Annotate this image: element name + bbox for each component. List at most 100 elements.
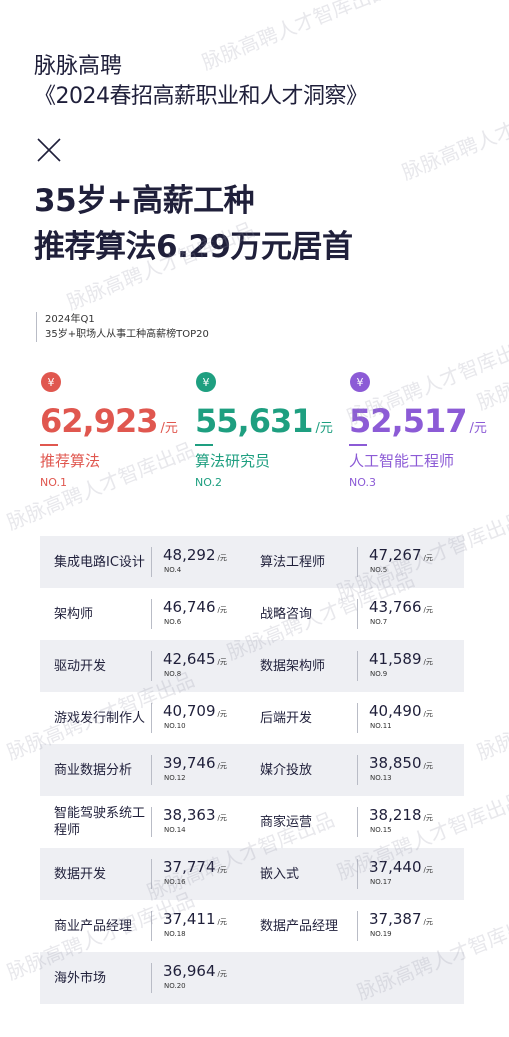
rank-label: NO.16 — [164, 878, 186, 886]
salary-value: 39,746/元 — [163, 753, 227, 772]
watermark-text: 脉脉高聘人才智库出品 — [398, 87, 509, 185]
salary-number: 38,218 — [369, 806, 422, 824]
table-row: 海外市场 36,964/元 NO.20 — [40, 952, 464, 1004]
salary-number: 39,746 — [163, 754, 216, 772]
top3-item-3: ¥ 52,517/元 人工智能工程师 NO.3 — [349, 370, 499, 489]
top3-title: 算法研究员 — [195, 452, 271, 470]
job-name: 数据开发 — [54, 866, 107, 882]
job-name: 媒介投放 — [260, 762, 313, 778]
top3-title: 推荐算法 — [40, 452, 101, 470]
salary-number: 43,766 — [369, 598, 422, 616]
salary-number: 42,645 — [163, 650, 216, 668]
ranking-cell: 媒介投放 38,850/元 NO.13 — [252, 744, 464, 796]
salary-value: 47,267/元 — [369, 545, 433, 564]
divider — [151, 755, 152, 785]
money-bag-icon: ¥ — [41, 372, 61, 392]
header: 脉脉高聘 《2024春招高薪职业和人才洞察》 — [34, 52, 368, 112]
salary-unit: /元 — [217, 866, 227, 874]
rank-label: NO.4 — [164, 566, 182, 574]
table-row: 架构师 46,746/元 NO.6 战略咨询 43,766/元 NO.7 — [40, 588, 464, 640]
top3-value: 62,923 — [40, 402, 158, 440]
top3-accent-bar — [349, 444, 367, 446]
top3-title: 人工智能工程师 — [349, 452, 455, 470]
ranking-cell: 商家运营 38,218/元 NO.15 — [252, 796, 464, 848]
ranking-cell: 嵌入式 37,440/元 NO.17 — [252, 848, 464, 900]
money-bag-icon: ¥ — [196, 372, 216, 392]
salary-value: 46,746/元 — [163, 597, 227, 616]
job-name: 游戏发行制作人 — [54, 710, 146, 726]
job-name: 智能驾驶系统工程师 — [54, 806, 146, 838]
top3-rank: NO.3 — [349, 476, 376, 489]
top3-unit: /元 — [160, 421, 178, 436]
rank-label: NO.19 — [370, 930, 392, 938]
svg-text:¥: ¥ — [48, 376, 55, 389]
salary-unit: /元 — [423, 918, 433, 926]
divider — [151, 859, 152, 889]
salary-unit: /元 — [217, 814, 227, 822]
divider — [151, 651, 152, 681]
headline-line-1: 35岁+高薪工种 — [34, 183, 255, 219]
table-row: 游戏发行制作人 40,709/元 NO.10 后端开发 40,490/元 NO.11 — [40, 692, 464, 744]
ranking-cell: 商业数据分析 39,746/元 NO.12 — [40, 744, 252, 796]
top3-rank: NO.2 — [195, 476, 222, 489]
salary-unit: /元 — [217, 606, 227, 614]
salary-number: 36,964 — [163, 962, 216, 980]
job-name: 嵌入式 — [260, 866, 300, 882]
ranking-table: 集成电路IC设计 48,292/元 NO.4 算法工程师 47,267/元 NO.5 架构师… — [40, 536, 464, 1004]
salary-number: 46,746 — [163, 598, 216, 616]
salary-number: 41,589 — [369, 650, 422, 668]
salary-unit: /元 — [217, 554, 227, 562]
salary-unit: /元 — [217, 918, 227, 926]
divider — [151, 547, 152, 577]
subtitle-period: 2024年Q1 — [45, 314, 95, 325]
job-name: 后端开发 — [260, 710, 313, 726]
ranking-cell: 数据产品经理 37,387/元 NO.19 — [252, 900, 464, 952]
salary-unit: /元 — [423, 710, 433, 718]
salary-value: 48,292/元 — [163, 545, 227, 564]
rank-label: NO.9 — [370, 670, 388, 678]
salary-number: 48,292 — [163, 546, 216, 564]
salary-value: 40,709/元 — [163, 701, 227, 720]
salary-number: 38,850 — [369, 754, 422, 772]
divider — [357, 911, 358, 941]
salary-value: 36,964/元 — [163, 961, 227, 980]
table-row: 集成电路IC设计 48,292/元 NO.4 算法工程师 47,267/元 NO.5 — [40, 536, 464, 588]
rank-label: NO.13 — [370, 774, 392, 782]
job-name: 商业数据分析 — [54, 762, 133, 778]
job-name: 数据架构师 — [260, 658, 326, 674]
salary-value: 40,490/元 — [369, 701, 433, 720]
job-name: 驱动开发 — [54, 658, 107, 674]
salary-unit: /元 — [217, 710, 227, 718]
rank-label: NO.11 — [370, 722, 392, 730]
divider — [357, 651, 358, 681]
rank-label: NO.15 — [370, 826, 392, 834]
salary-value: 37,387/元 — [369, 909, 433, 928]
rank-label: NO.6 — [164, 618, 182, 626]
salary-number: 47,267 — [369, 546, 422, 564]
salary-unit: /元 — [423, 866, 433, 874]
divider — [357, 547, 358, 577]
salary-unit: /元 — [217, 762, 227, 770]
headline: 35岁+高薪工种 推荐算法6.29万元居首 — [34, 178, 353, 270]
salary-value: 37,411/元 — [163, 909, 227, 928]
top3-accent-bar — [195, 444, 213, 446]
divider — [151, 703, 152, 733]
salary-unit: /元 — [423, 814, 433, 822]
job-name: 商业产品经理 — [54, 918, 133, 934]
salary-value: 38,218/元 — [369, 805, 433, 824]
ranking-cell: 集成电路IC设计 48,292/元 NO.4 — [40, 536, 252, 588]
job-name: 算法工程师 — [260, 554, 326, 570]
divider — [357, 703, 358, 733]
salary-number: 37,387 — [369, 910, 422, 928]
job-name: 集成电路IC设计 — [54, 554, 145, 570]
salary-value: 38,363/元 — [163, 805, 227, 824]
table-row: 商业产品经理 37,411/元 NO.18 数据产品经理 37,387/元 NO.19 — [40, 900, 464, 952]
subtitle: 2024年Q1 35岁+职场人从事工种高薪榜TOP20 — [36, 312, 209, 342]
top3-section: ¥ 62,923/元 推荐算法 NO.1 ¥ 55,631/元 算法研究员 NO… — [40, 370, 500, 510]
ranking-cell: 架构师 46,746/元 NO.6 — [40, 588, 252, 640]
salary-value: 43,766/元 — [369, 597, 433, 616]
job-name: 架构师 — [54, 606, 94, 622]
divider — [357, 755, 358, 785]
table-row: 商业数据分析 39,746/元 NO.12 媒介投放 38,850/元 NO.13 — [40, 744, 464, 796]
salary-unit: /元 — [423, 762, 433, 770]
